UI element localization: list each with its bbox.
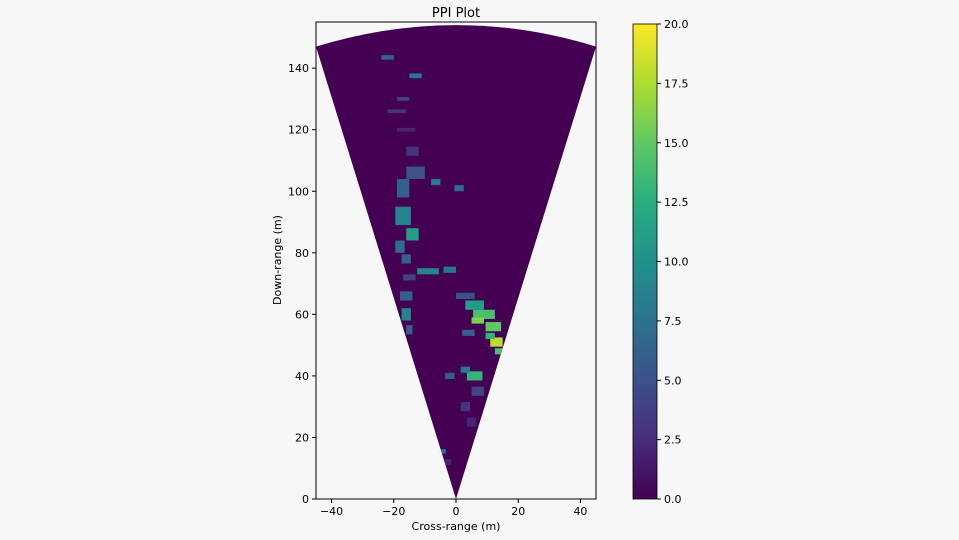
radar-return-cell bbox=[494, 348, 505, 355]
y-tick-label: 100 bbox=[288, 185, 309, 198]
colorbar-tick-label: 7.5 bbox=[664, 315, 682, 328]
chart-title: PPI Plot bbox=[432, 6, 480, 21]
radar-return-cell bbox=[401, 254, 411, 264]
radar-return-cell bbox=[441, 448, 446, 454]
radar-return-cell bbox=[395, 240, 405, 253]
radar-return-cell bbox=[490, 337, 503, 347]
y-tick-label: 40 bbox=[295, 370, 309, 383]
x-tick-label: 20 bbox=[511, 505, 525, 518]
radar-return-cell bbox=[417, 268, 439, 275]
radar-return-cell bbox=[406, 166, 425, 179]
radar-return-cell bbox=[465, 300, 484, 310]
radar-return-cell bbox=[466, 371, 483, 381]
y-tick-label: 140 bbox=[288, 62, 309, 75]
radar-return-cell bbox=[396, 97, 410, 101]
colorbar-ticks: 0.0 2.5 5.0 7.5 10.0 12.5 15.0 17.5 20.0 bbox=[657, 18, 689, 506]
radar-return-cell bbox=[403, 274, 416, 281]
radar-return-cell bbox=[443, 266, 456, 273]
radar-return-cell bbox=[473, 309, 495, 319]
y-axis: 0 20 40 60 80 100 120 140 bbox=[288, 62, 316, 506]
radar-return-cell bbox=[396, 127, 416, 132]
radar-return-cell bbox=[460, 402, 470, 412]
colorbar-tick-label: 17.5 bbox=[664, 77, 689, 90]
radar-return-cell bbox=[395, 206, 411, 226]
radar-return-cell bbox=[454, 185, 464, 192]
y-tick-label: 120 bbox=[288, 124, 309, 137]
colorbar-tick-label: 5.0 bbox=[664, 374, 682, 387]
radar-return-cell bbox=[466, 417, 477, 427]
y-tick-label: 60 bbox=[295, 308, 309, 321]
y-tick-label: 80 bbox=[295, 247, 309, 260]
x-axis: −40 −20 0 20 40 bbox=[320, 499, 587, 518]
radar-return-cell bbox=[485, 332, 495, 339]
x-tick-label: −20 bbox=[382, 505, 405, 518]
x-tick-label: 0 bbox=[453, 505, 460, 518]
x-tick-label: −40 bbox=[320, 505, 343, 518]
colorbar-tick-label: 2.5 bbox=[664, 434, 682, 447]
radar-return-cell bbox=[471, 317, 484, 324]
ppi-sector bbox=[316, 25, 596, 499]
colorbar-tick-label: 10.0 bbox=[664, 256, 689, 269]
y-tick-label: 0 bbox=[302, 493, 309, 506]
colorbar-tick-label: 15.0 bbox=[664, 137, 689, 150]
radar-return-cell bbox=[406, 325, 413, 335]
radar-return-cell bbox=[409, 73, 422, 79]
colorbar: 0.0 2.5 5.0 7.5 10.0 12.5 15.0 17.5 20.0 bbox=[632, 18, 689, 506]
colorbar-gradient bbox=[632, 23, 658, 500]
radar-return-cell bbox=[400, 291, 413, 301]
x-tick-label: 40 bbox=[573, 505, 587, 518]
radar-return-cell bbox=[460, 366, 470, 373]
radar-return-cell bbox=[456, 292, 475, 299]
radar-return-cell bbox=[445, 372, 455, 379]
radar-return-cell bbox=[485, 322, 502, 332]
radar-return-cell bbox=[406, 228, 419, 241]
radar-return-cell bbox=[406, 146, 419, 156]
radar-return-cell bbox=[431, 178, 441, 186]
x-axis-label: Cross-range (m) bbox=[412, 520, 501, 533]
plot-area bbox=[315, 21, 597, 500]
radar-return-cell bbox=[471, 386, 484, 396]
radar-return-cell bbox=[445, 458, 452, 466]
radar-return-cell bbox=[401, 308, 411, 321]
radar-return-cell bbox=[381, 55, 394, 60]
colorbar-tick-label: 0.0 bbox=[664, 493, 682, 506]
radar-return-cell bbox=[396, 178, 410, 198]
radar-return-cell bbox=[462, 329, 475, 336]
colorbar-tick-label: 20.0 bbox=[664, 18, 689, 31]
y-tick-label: 20 bbox=[295, 431, 309, 444]
y-axis-label: Down-range (m) bbox=[271, 215, 284, 305]
colorbar-tick-label: 12.5 bbox=[664, 196, 689, 209]
radar-returns bbox=[381, 55, 505, 466]
radar-return-cell bbox=[387, 109, 407, 114]
